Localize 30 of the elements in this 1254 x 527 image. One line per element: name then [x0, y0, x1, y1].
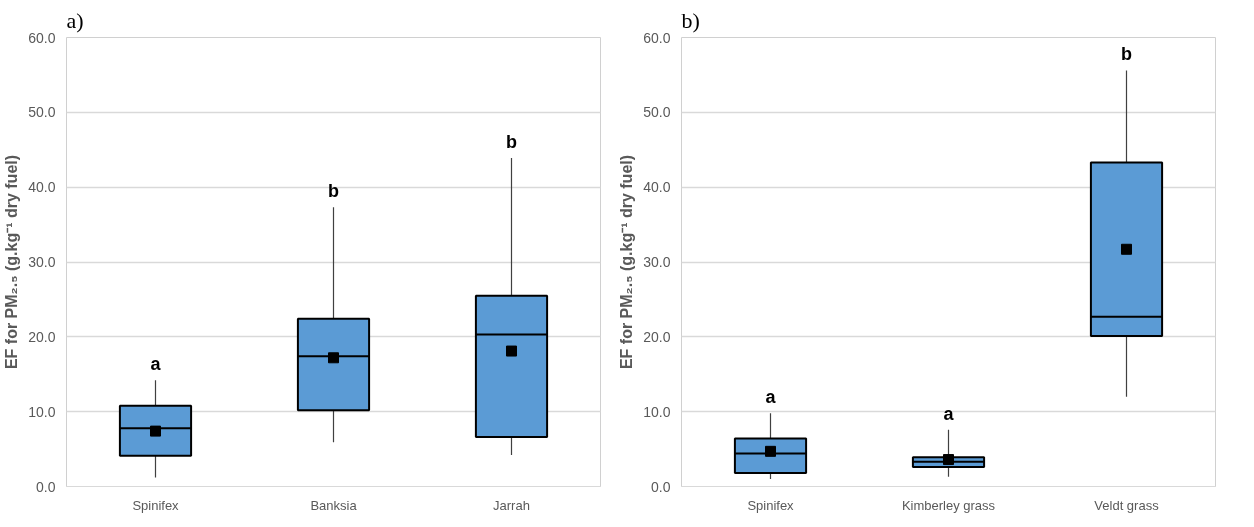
y-tick-label: 0.0 [36, 478, 56, 495]
y-tick-label: 60.0 [28, 29, 56, 46]
y-tick-label: 60.0 [643, 29, 671, 46]
x-tick-label: Jarrah [493, 497, 530, 513]
annotation: b [1121, 44, 1132, 65]
y-axis-title: EF for PM₂.₅ (g.kg⁻¹ dry fuel) [3, 154, 21, 370]
annotation: b [328, 181, 339, 202]
x-tick-label: Spinifex [747, 497, 795, 513]
x-tick-label: Kimberley grass [901, 497, 996, 513]
y-tick-label: 0.0 [651, 478, 671, 495]
annotation: a [943, 403, 955, 424]
y-tick-label: 50.0 [643, 104, 671, 121]
annotation: a [150, 354, 162, 375]
x-tick-label: Banksia [310, 497, 358, 513]
annotation: b [506, 131, 517, 152]
y-tick-label: 20.0 [643, 328, 671, 345]
x-tick-label: Spinifex [132, 497, 180, 513]
y-tick-label: 10.0 [28, 403, 56, 420]
y-tick-label: 20.0 [28, 328, 56, 345]
y-tick-label: 40.0 [643, 179, 671, 196]
y-tick-label: 50.0 [28, 104, 56, 121]
chart-title: b) [681, 7, 700, 33]
y-tick-label: 30.0 [643, 254, 671, 270]
y-axis-title: EF for PM₂.₅ (g.kg⁻¹ dry fuel) [618, 154, 636, 370]
y-tick-label: 40.0 [28, 179, 56, 196]
annotation: a [765, 387, 777, 408]
y-tick-label: 30.0 [28, 254, 56, 270]
chart-title: a) [66, 7, 84, 33]
y-tick-label: 10.0 [643, 403, 671, 420]
x-tick-label: Veldt grass [1094, 497, 1160, 513]
